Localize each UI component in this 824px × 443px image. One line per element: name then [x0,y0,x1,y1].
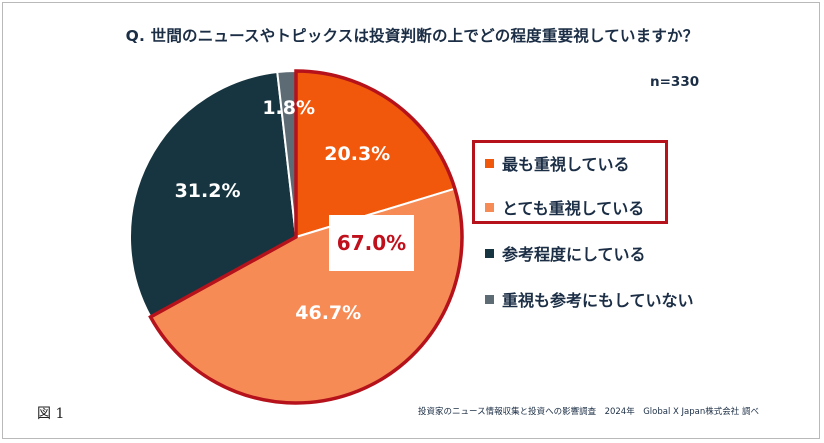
legend-swatch [485,158,494,168]
highlight-outline [148,69,464,405]
legend-highlight-box [472,140,668,224]
legend-swatch [485,294,494,304]
source-note: 投資家のニュース情報収集と投資への影響調査 2024年 Global X Jap… [418,407,759,417]
legend-item-not-important: 重視も参考にもしていない [485,287,694,311]
slice-label-reference: 31.2% [174,180,241,203]
combined-total-value: 67.0% [336,231,407,255]
figure-frame [2,2,820,439]
sample-size: n=330 [650,74,700,90]
chart-title: Q. 世間のニュースやトピックスは投資判断の上でどの程度重要視していますか？ [125,27,699,45]
slice-label-most-important: 20.3% [324,143,391,166]
figure-number: 図 1 [37,406,65,422]
legend-item-very-important: とても重視している [485,195,644,219]
legend-item-reference: 参考程度にしている [485,241,646,265]
legend-item-most-important: 最も重視している [485,151,630,175]
legend-label: 最も重視している [502,155,630,174]
legend-swatch [485,248,494,258]
legend-label: 参考程度にしている [502,245,646,264]
legend-label: とても重視している [502,199,645,218]
legend-swatch [485,202,494,212]
slice-reference [129,70,298,319]
combined-total-box: 67.0% [329,215,414,271]
slice-label-not-important: 1.8% [262,96,316,119]
legend-label: 重視も参考にもしていない [502,291,694,310]
slice-label-very-important: 46.7% [295,302,362,325]
